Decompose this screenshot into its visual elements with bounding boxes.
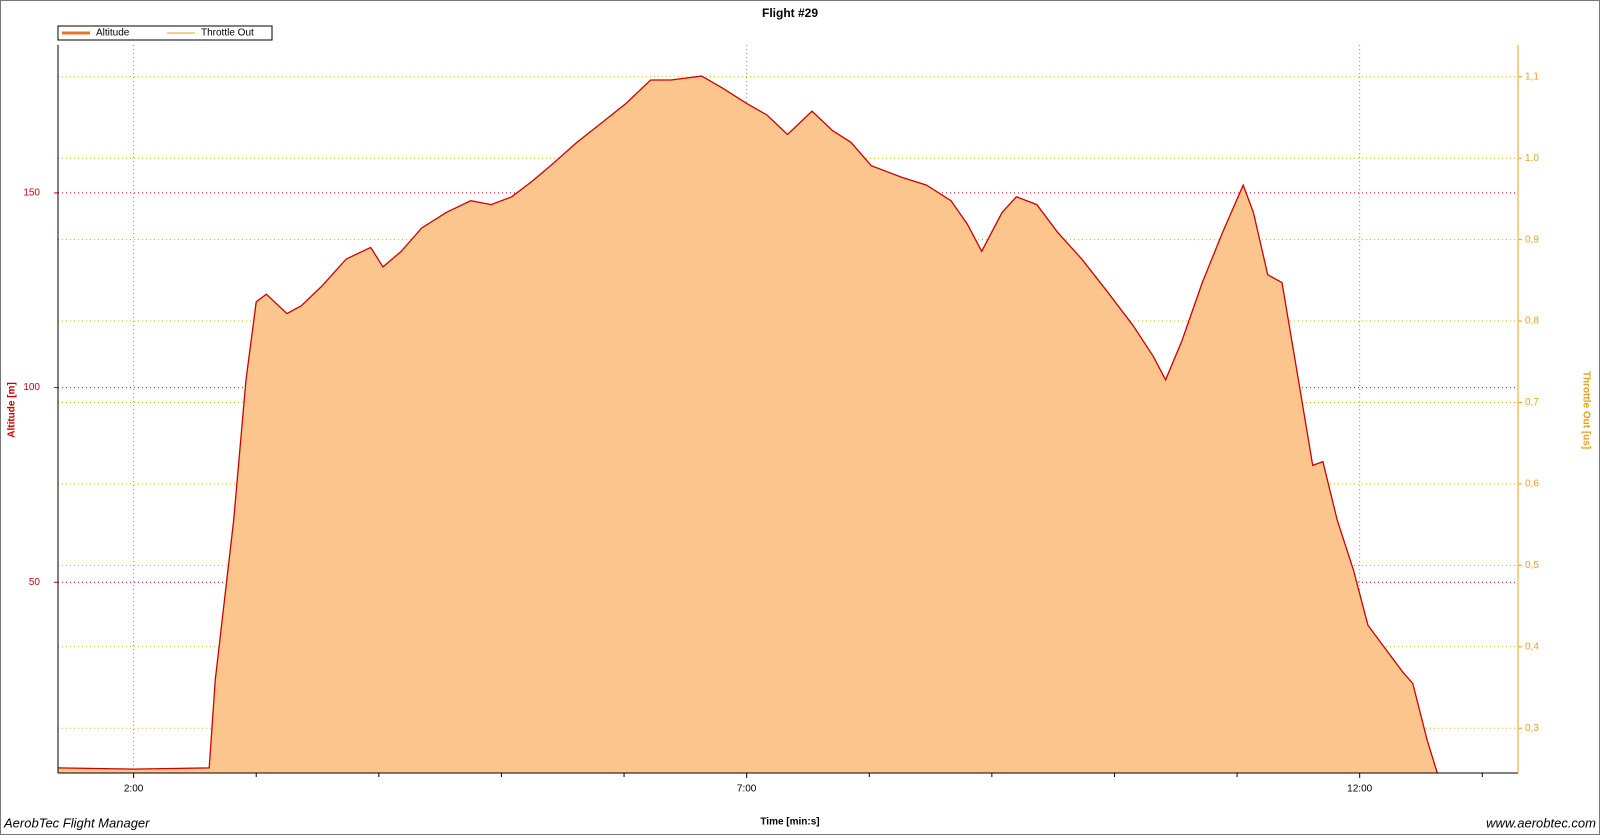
y2-tick-label: 1,0	[1525, 153, 1539, 164]
x-axis-label: Time [min:s]	[760, 817, 819, 828]
y2-tick-label: 1,1	[1525, 71, 1539, 82]
chart-title: Flight #29	[762, 6, 818, 20]
legend-label: Altitude	[96, 28, 130, 39]
y-tick-label: 50	[29, 577, 41, 588]
y-tick-label: 100	[23, 382, 40, 393]
y2-tick-label: 0,3	[1525, 723, 1539, 734]
footer-left: AerobTec Flight Manager	[3, 815, 150, 830]
y2-axis-label: Throttle Out [us]	[1580, 371, 1591, 449]
legend	[57, 25, 273, 41]
line	[57, 75, 1438, 774]
y2-tick-label: 0,8	[1525, 316, 1539, 327]
x-tick-label: 12:00	[1347, 784, 1372, 795]
footer-right: www.aerobtec.com	[1486, 815, 1596, 830]
legend-label: Throttle Out	[201, 28, 254, 39]
y2-tick-label: 0,4	[1525, 641, 1539, 652]
y2-tick-label: 0,6	[1525, 479, 1539, 490]
y2-tick-label: 0,9	[1525, 234, 1539, 245]
x-tick-label: 2:00	[124, 784, 144, 795]
y2-tick-label: 0,5	[1525, 560, 1539, 571]
y-tick-label: 150	[23, 188, 40, 199]
x-tick-label: 7:00	[737, 784, 757, 795]
y2-tick-label: 0,7	[1525, 397, 1539, 408]
y-axis-label: Altitude [m]	[7, 382, 18, 438]
